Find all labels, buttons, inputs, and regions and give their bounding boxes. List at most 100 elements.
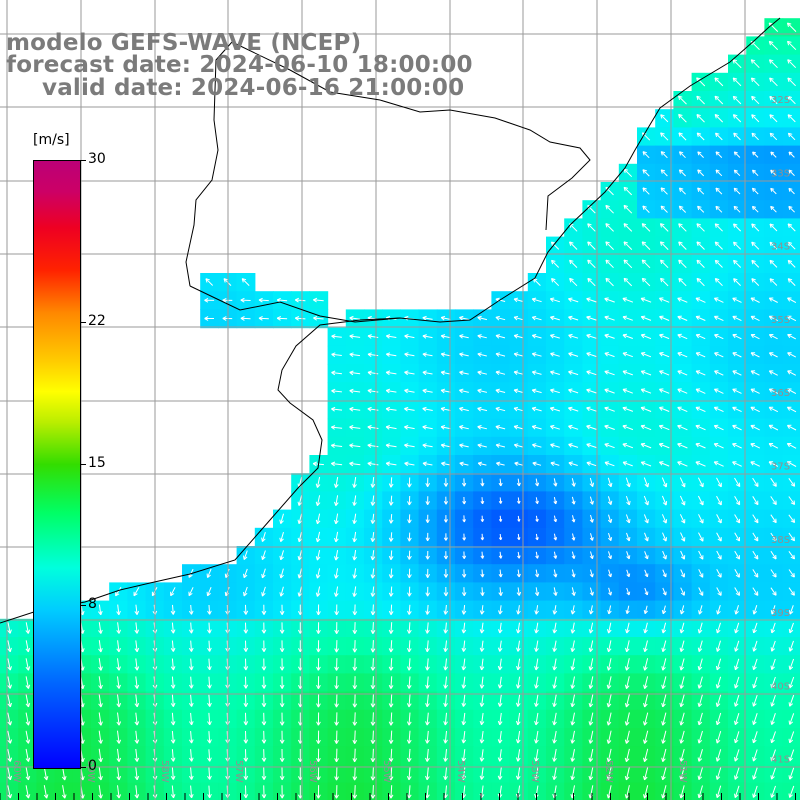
- wind-arrow-head: [768, 297, 774, 302]
- wind-arrow-head: [425, 703, 430, 708]
- wind-arrow-head: [116, 739, 122, 744]
- wind-arrow: [277, 299, 288, 302]
- wind-arrow-head: [243, 647, 249, 652]
- wind-arrow: [571, 569, 575, 578]
- wind-arrow: [788, 532, 795, 542]
- wind-arrow: [569, 241, 578, 250]
- wind-arrow: [444, 604, 447, 615]
- wind-arrow: [608, 551, 612, 559]
- wind-arrow: [98, 712, 102, 726]
- wind-arrow-head: [461, 629, 467, 634]
- wind-arrow-head: [786, 461, 792, 466]
- wind-arrow: [679, 495, 686, 506]
- wind-arrow-head: [623, 204, 628, 210]
- wind-arrow: [696, 259, 705, 268]
- wind-arrow-head: [754, 591, 759, 596]
- wind-arrow-head: [752, 684, 757, 689]
- wind-arrow-head: [714, 352, 719, 357]
- wind-arrow-head: [370, 703, 376, 708]
- wind-arrow-head: [607, 482, 613, 488]
- wind-arrow-head: [207, 629, 212, 634]
- wind-arrow-head: [661, 702, 666, 708]
- wind-arrow: [769, 241, 778, 250]
- wind-arrow-head: [588, 610, 594, 615]
- wind-arrow: [641, 461, 652, 467]
- wind-arrow: [770, 569, 777, 578]
- wind-arrow-head: [516, 500, 521, 504]
- wind-arrow-head: [404, 352, 409, 357]
- wind-arrow-head: [480, 591, 485, 596]
- wind-arrow: [732, 443, 742, 449]
- wind-arrow: [462, 767, 466, 780]
- wind-arrow-head: [678, 95, 683, 101]
- wind-arrow: [353, 495, 357, 506]
- wind-arrow-head: [769, 278, 775, 283]
- wind-arrow: [697, 187, 705, 195]
- wind-arrow-head: [462, 555, 467, 559]
- wind-arrow-head: [699, 537, 704, 542]
- wind-arrow: [571, 478, 575, 487]
- wind-arrow: [7, 622, 11, 634]
- wind-arrow: [605, 205, 614, 214]
- wind-arrow-head: [714, 114, 720, 119]
- wind-arrow: [517, 551, 520, 559]
- wind-arrow: [517, 749, 521, 762]
- wind-arrow: [117, 640, 120, 652]
- wind-arrow: [789, 749, 795, 762]
- wind-arrow-head: [788, 665, 794, 670]
- wind-arrow: [787, 297, 797, 304]
- wind-arrow: [788, 496, 796, 505]
- wind-arrow-head: [772, 536, 777, 542]
- wind-arrow: [422, 335, 433, 339]
- colorbar-tick: [80, 321, 86, 323]
- wind-arrow-head: [370, 648, 376, 653]
- wind-arrow: [517, 658, 521, 670]
- longitude-label: 55W: [381, 760, 392, 783]
- wind-arrow: [662, 550, 667, 560]
- wind-arrow-head: [170, 591, 175, 597]
- wind-arrow-head: [294, 297, 300, 303]
- wind-arrow: [733, 132, 741, 141]
- wind-arrow: [659, 388, 670, 394]
- wind-arrow-head: [516, 610, 521, 615]
- wind-arrow-head: [407, 519, 412, 524]
- wind-arrow: [335, 586, 339, 597]
- wind-arrow: [697, 477, 704, 488]
- latitude-label: 33S: [771, 168, 790, 179]
- wind-arrow-head: [790, 482, 796, 487]
- wind-arrow: [532, 334, 542, 339]
- wind-arrow: [787, 315, 797, 322]
- wind-arrow-head: [586, 424, 591, 430]
- wind-arrow-head: [477, 370, 482, 376]
- wind-arrow: [751, 77, 760, 87]
- wind-arrow: [481, 551, 484, 559]
- wind-arrow: [372, 748, 374, 762]
- wind-arrow: [733, 241, 742, 250]
- wind-arrow: [587, 259, 596, 269]
- wind-arrow-head: [550, 315, 555, 321]
- wind-arrow-head: [697, 757, 703, 762]
- wind-arrow: [426, 622, 429, 634]
- wind-arrow-head: [98, 629, 103, 634]
- wind-arrow: [622, 297, 634, 303]
- longitude-label: 52W: [603, 760, 614, 783]
- wind-arrow: [568, 425, 579, 430]
- wind-arrow-head: [644, 537, 649, 542]
- wind-arrow: [644, 569, 648, 577]
- wind-arrow-head: [370, 592, 376, 597]
- wind-arrow-head: [644, 573, 649, 578]
- wind-arrow-head: [586, 406, 591, 412]
- wind-arrow: [553, 749, 557, 762]
- wind-arrow-head: [662, 519, 668, 524]
- wind-arrow: [607, 496, 612, 505]
- colorbar: [33, 160, 81, 769]
- wind-arrow: [135, 676, 138, 689]
- wind-arrow-head: [787, 59, 792, 64]
- wind-arrow: [769, 132, 778, 141]
- wind-arrow: [367, 426, 379, 429]
- wind-arrow-head: [790, 536, 795, 542]
- wind-arrow-head: [787, 370, 792, 375]
- wind-arrow: [513, 316, 524, 321]
- wind-arrow: [553, 478, 557, 487]
- wind-arrow: [752, 151, 759, 158]
